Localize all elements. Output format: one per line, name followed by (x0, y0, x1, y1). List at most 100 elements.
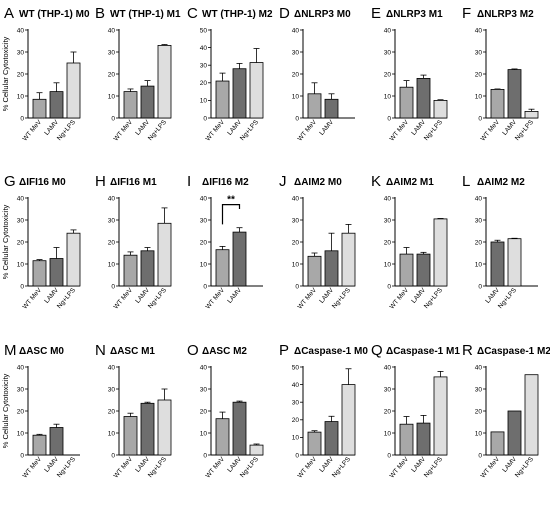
category-label: Ng+LPS (56, 286, 77, 310)
category-label: WT MeV (296, 286, 318, 310)
panel-letter: D (279, 5, 290, 22)
panel-letter: J (279, 173, 287, 190)
y-tick-label: 20 (17, 239, 25, 246)
bar-O-0 (215, 418, 230, 456)
bar-O-1 (232, 401, 247, 456)
category-label: Ng+LPS (423, 455, 444, 479)
y-tick-label: 10 (17, 93, 25, 100)
bar-Q-2 (433, 376, 448, 456)
y-tick-label: 10 (292, 435, 300, 442)
category-label: LAMV (226, 286, 243, 305)
y-tick-label: 10 (475, 261, 483, 268)
bar-B-0 (123, 91, 138, 119)
y-tick-label: 30 (200, 386, 208, 393)
bar-A-1 (49, 91, 64, 119)
panel-G: G ΔIFI16 M0 % Cellular Cytotoxicity 0 10 20 30… (1, 173, 81, 311)
y-tick-label: 50 (292, 364, 300, 371)
y-tick-label: 10 (292, 261, 300, 268)
y-tick-label: 30 (475, 217, 483, 224)
y-tick-label: 0 (20, 452, 24, 459)
y-tick-label: 40 (475, 364, 483, 371)
y-tick-label: 30 (17, 386, 25, 393)
panel-title: WT (THP-1) M0 (19, 9, 90, 20)
bar-H-0 (123, 254, 138, 287)
bar-E-2 (433, 100, 448, 119)
panel-title: ΔASC M2 (202, 346, 247, 357)
bar-J-1 (324, 250, 339, 287)
bar-K-1 (416, 253, 431, 287)
bar-D-1 (324, 98, 339, 119)
category-label: WT MeV (479, 118, 501, 142)
y-tick-label: 0 (478, 452, 482, 459)
y-tick-label: 30 (17, 49, 25, 56)
category-label: WT MeV (479, 455, 501, 479)
y-tick-label: 20 (475, 71, 483, 78)
category-label: Ng+LPS (56, 455, 77, 479)
bar-D-0 (307, 93, 322, 119)
y-tick-label: 40 (17, 195, 25, 202)
panel-title: WT (THP-1) M1 (110, 9, 181, 20)
y-tick-label: 0 (478, 115, 482, 122)
y-tick-label: 20 (17, 71, 25, 78)
bar-P-2 (341, 384, 356, 456)
bar-F-1 (507, 69, 522, 119)
panel-title: ΔNLRP3 M2 (477, 9, 534, 20)
y-tick-label: 10 (384, 261, 392, 268)
panel-letter: M (4, 342, 17, 359)
bar-N-2 (157, 399, 172, 456)
category-label: WT MeV (204, 455, 226, 479)
y-tick-label: 0 (111, 452, 115, 459)
y-tick-label: 20 (384, 239, 392, 246)
y-tick-label: 0 (111, 115, 115, 122)
y-tick-label: 30 (108, 49, 116, 56)
panel-title: ΔNLRP3 M0 (294, 9, 351, 20)
y-tick-label: 20 (475, 408, 483, 415)
y-tick-label: 40 (384, 27, 392, 34)
y-tick-label: 40 (384, 195, 392, 202)
bar-B-1 (140, 85, 155, 119)
bar-C-2 (249, 62, 264, 119)
y-tick-label: 20 (200, 239, 208, 246)
y-tick-label: 40 (292, 382, 300, 389)
y-tick-label: 0 (295, 115, 299, 122)
bar-K-2 (433, 218, 448, 287)
category-label: Ng+LPS (497, 286, 518, 310)
y-tick-label: 40 (17, 364, 25, 371)
category-label: WT MeV (112, 455, 134, 479)
panel-letter: Q (371, 342, 383, 359)
y-tick-label: 30 (475, 49, 483, 56)
bar-P-0 (307, 431, 322, 456)
bar-F-0 (490, 89, 505, 119)
panel-title: ΔCaspase-1 M1 (386, 346, 460, 357)
y-tick-label: 20 (384, 71, 392, 78)
panel-letter: G (4, 173, 16, 190)
category-label: LAMV (318, 118, 335, 137)
bar-G-2 (66, 232, 81, 287)
panel-D: D ΔNLRP3 M0 0 10 20 30 40 WT MeV LAMV (279, 5, 355, 143)
bar-O-2 (249, 444, 264, 456)
y-tick-label: 40 (108, 27, 116, 34)
y-tick-label: 0 (20, 283, 24, 290)
y-tick-label: 20 (108, 408, 116, 415)
y-tick-label: 40 (475, 195, 483, 202)
category-label: WT MeV (388, 286, 410, 310)
panel-letter: R (462, 342, 473, 359)
panel-title: ΔIFI16 M0 (19, 177, 66, 188)
y-tick-label: 40 (475, 27, 483, 34)
panel-title: ΔAIM2 M0 (294, 177, 342, 188)
panel-title: ΔASC M1 (110, 346, 155, 357)
y-tick-label: 20 (292, 239, 300, 246)
y-tick-label: 30 (200, 63, 208, 70)
y-tick-label: 30 (384, 49, 392, 56)
panel-letter: I (187, 173, 191, 190)
panel-A: A WT (THP-1) M0 % Cellular Cytotoxicity 0 10… (1, 5, 90, 143)
category-label: WT MeV (388, 455, 410, 479)
y-tick-label: 10 (108, 430, 116, 437)
